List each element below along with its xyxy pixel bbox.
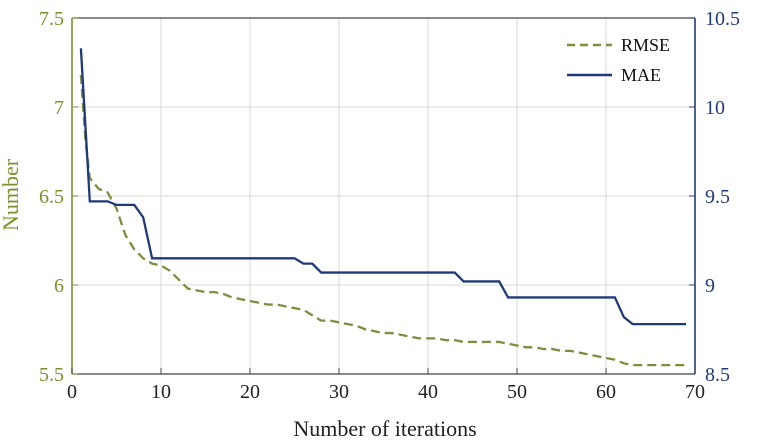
legend-mae-label: MAE: [621, 65, 661, 85]
x-tick-label: 70: [685, 381, 705, 403]
x-tick-label: 0: [67, 381, 77, 403]
y-left-tick-label: 6: [54, 275, 64, 297]
y-left-tick-label: 5.5: [39, 364, 64, 386]
x-tick-label: 50: [507, 381, 527, 403]
x-tick-label: 60: [596, 381, 616, 403]
grid-layer: [72, 18, 695, 374]
x-tick-label: 10: [151, 381, 171, 403]
y-right-tick-label: 8.5: [705, 364, 730, 386]
series-line-mae: [79, 48, 687, 326]
y-right-tick-label: 9: [705, 275, 715, 297]
y-right-tick-label: 9.5: [705, 186, 730, 208]
y-left-tick-label: 7.5: [39, 8, 64, 30]
x-axis-title: Number of iterations: [293, 416, 476, 441]
x-tick-label: 20: [240, 381, 260, 403]
legend-rmse-label: RMSE: [621, 35, 670, 55]
series-layer: [79, 48, 687, 367]
legend: RMSE MAE: [567, 35, 670, 85]
series-line-rmse: [79, 74, 687, 367]
x-tick-label: 40: [418, 381, 438, 403]
y-right-tick-label: 10: [705, 97, 725, 119]
y-left-tick-label: 7: [54, 97, 64, 119]
tick-layer: 0 10 20 30 40 50 60 70 5.5 6 6.5 7 7.5 8.5 9 9.5 10 10.5: [39, 8, 740, 403]
y-axis-title-left: Number: [0, 158, 23, 231]
y-right-tick-label: 10.5: [705, 8, 740, 30]
x-tick-label: 30: [329, 381, 349, 403]
y-left-tick-label: 6.5: [39, 186, 64, 208]
